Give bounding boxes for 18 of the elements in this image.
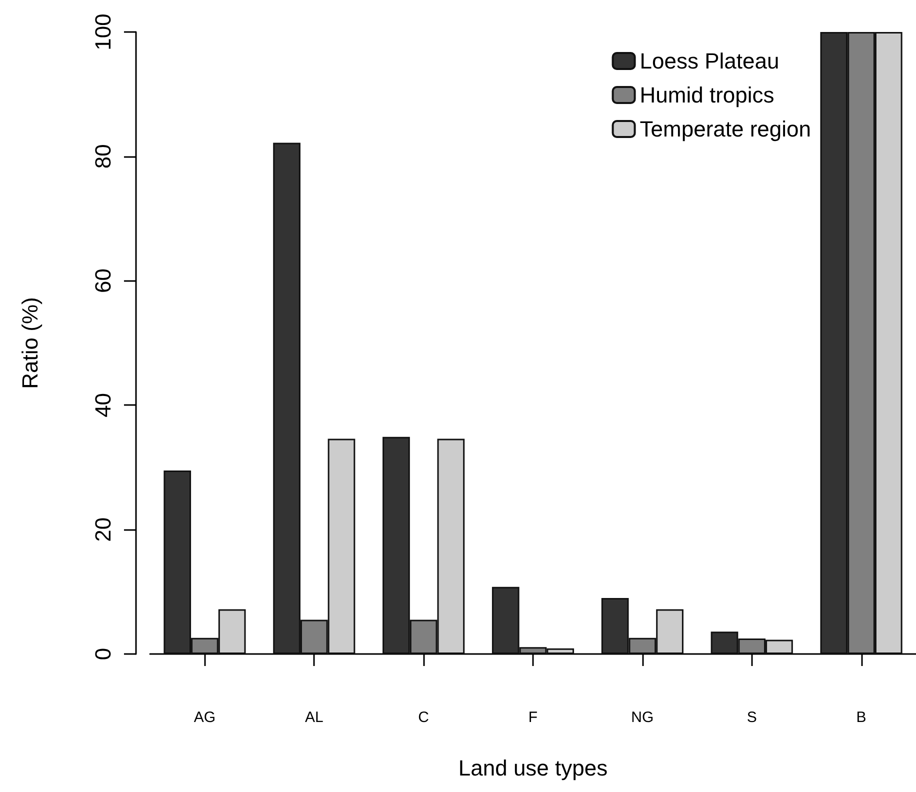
x-tick-label: C bbox=[418, 709, 430, 726]
x-tick-label: B bbox=[856, 709, 866, 726]
x-tick-label: NG bbox=[631, 709, 654, 726]
y-tick-label: 20 bbox=[90, 517, 116, 542]
x-tick-label: AG bbox=[194, 709, 216, 726]
legend-label: Humid tropics bbox=[640, 82, 774, 108]
x-tick-label: F bbox=[528, 709, 538, 726]
y-tick-label: 0 bbox=[90, 648, 116, 660]
x-tick-label: AL bbox=[304, 709, 324, 726]
y-tick-label: 60 bbox=[90, 268, 116, 294]
x-axis-title: Land use types bbox=[458, 756, 608, 780]
y-tick-label: 80 bbox=[90, 144, 116, 169]
legend-label: Loess Plateau bbox=[640, 48, 780, 74]
y-tick-label: 40 bbox=[90, 392, 116, 418]
y-axis-title: Ratio (%) bbox=[18, 297, 42, 389]
x-tick-label: S bbox=[746, 709, 757, 726]
legend-label: Temperate region bbox=[640, 116, 812, 142]
y-tick-label: 100 bbox=[90, 14, 116, 50]
